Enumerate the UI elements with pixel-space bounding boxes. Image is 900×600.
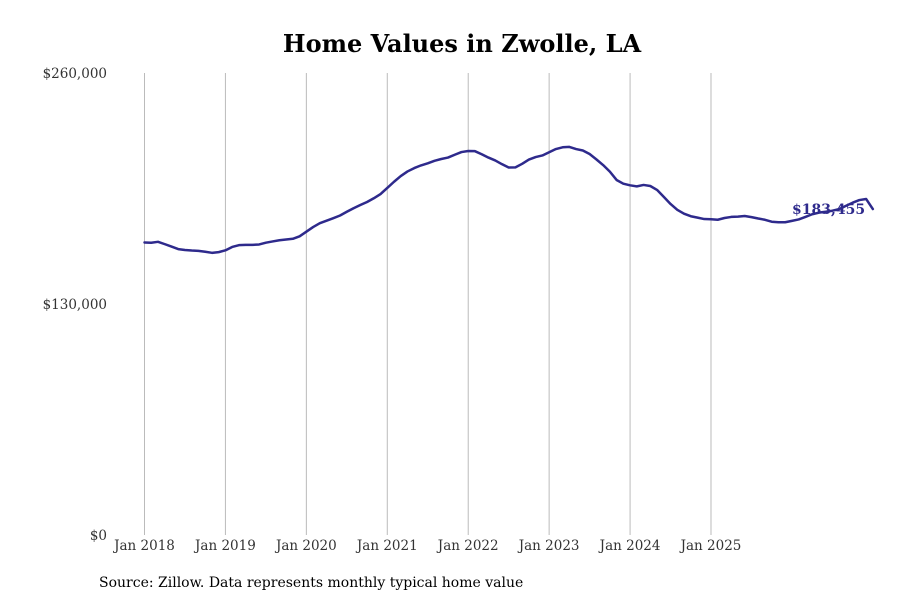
x-tick-label: Jan 2023: [517, 538, 580, 554]
chart-title: Home Values in Zwolle, LA: [283, 29, 642, 58]
y-axis-tick-labels: $0 $130,000 $260,000: [43, 66, 107, 544]
x-tick-label: Jan 2024: [598, 538, 661, 554]
x-tick-label: Jan 2021: [355, 538, 418, 554]
x-axis-tick-labels: Jan 2018 Jan 2019 Jan 2020 Jan 2021 Jan 2022…: [112, 538, 741, 554]
x-tick-label: Jan 2020: [274, 538, 337, 554]
x-tick-label: Jan 2019: [193, 538, 256, 554]
source-note: Source: Zillow. Data represents monthly …: [99, 575, 523, 591]
x-tick-label: Jan 2018: [112, 538, 175, 554]
x-tick-label: Jan 2025: [679, 538, 742, 554]
y-tick-label: $260,000: [43, 66, 107, 82]
x-tick-label: Jan 2022: [436, 538, 499, 554]
y-tick-label: $130,000: [43, 297, 107, 313]
series-layer: $183,455: [143, 145, 875, 255]
series-line-home-value: [143, 145, 875, 255]
end-value-label: $183,455: [792, 202, 865, 218]
y-tick-label: $0: [90, 528, 107, 544]
